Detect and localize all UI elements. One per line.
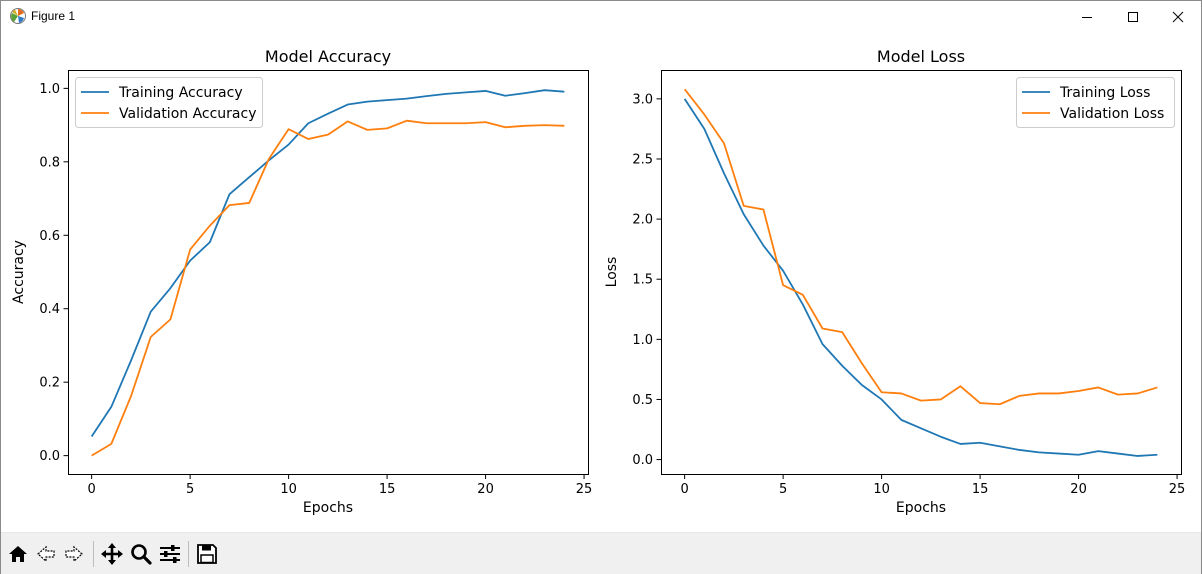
- home-icon: [9, 546, 27, 562]
- configure-subplots-button[interactable]: [157, 541, 183, 567]
- maximize-button[interactable]: [1110, 1, 1156, 32]
- forward-arrow-icon: [65, 545, 83, 563]
- y-tick-label: 2.0: [632, 213, 653, 228]
- minimize-button[interactable]: [1064, 1, 1110, 32]
- y-tick-label: 0.4: [39, 302, 60, 317]
- window-title: Figure 1: [31, 9, 76, 23]
- chart-accuracy: Model Accuracy 0 5 10 15 20 25 0.0 0.2 0.4 0.6 0.8 1…: [11, 47, 592, 516]
- legend: Training Loss Validation Loss: [1016, 77, 1175, 128]
- y-tick-label: 1.5: [632, 273, 653, 288]
- configure-subplots-icon: [160, 545, 180, 563]
- plot-area-frame: [661, 70, 1182, 475]
- matplotlib-logo-icon: [10, 8, 26, 24]
- charts-svg: Model Accuracy 0 5 10 15 20 25 0.0 0.2 0.4 0.6 0.8 1…: [11, 47, 1185, 516]
- y-axis-label: Accuracy: [11, 240, 27, 304]
- save-floppy-icon: [197, 544, 217, 564]
- zoom-button[interactable]: [128, 541, 154, 567]
- y-tick-label: 0.0: [632, 453, 653, 468]
- chart-title: Model Loss: [877, 47, 965, 66]
- x-tick-label: 15: [379, 482, 396, 497]
- x-tick-label: 25: [1169, 482, 1186, 497]
- series-line-training: [683, 98, 1158, 457]
- chart-loss: Model Loss 0 5 10 15 20 25 0.0 0.5 1.0 1.5 2.0 2.5 3.…: [604, 47, 1185, 516]
- back-arrow-icon: [37, 545, 55, 563]
- home-button[interactable]: [5, 541, 31, 567]
- y-tick-label: 0.5: [632, 393, 653, 408]
- legend-label: Training Accuracy: [118, 85, 243, 101]
- pan-move-icon: [101, 543, 123, 565]
- legend-label: Training Loss: [1059, 85, 1150, 101]
- x-tick-label: 5: [779, 482, 787, 497]
- series-line-validation: [683, 88, 1158, 406]
- back-button[interactable]: [33, 541, 59, 567]
- plot-area-frame: [68, 70, 589, 475]
- series-line-validation: [91, 119, 565, 457]
- legend-box: [1016, 77, 1175, 128]
- x-tick-label: 0: [680, 482, 688, 497]
- y-tick-label: 0.6: [39, 229, 60, 244]
- close-icon: [1172, 11, 1184, 22]
- zoom-magnifier-icon: [131, 544, 152, 565]
- maximize-icon: [1128, 11, 1138, 22]
- minimize-icon: [1082, 16, 1092, 18]
- y-tick-label: 0.2: [39, 376, 60, 391]
- pan-button[interactable]: [99, 541, 125, 567]
- y-tick-label: 2.5: [632, 152, 653, 167]
- x-tick-label: 20: [1070, 482, 1087, 497]
- title-bar[interactable]: Figure 1: [1, 1, 1201, 32]
- forward-button[interactable]: [61, 541, 87, 567]
- x-tick-label: 10: [280, 482, 297, 497]
- y-tick-label: 1.0: [632, 333, 653, 348]
- legend: Training Accuracy Validation Accuracy: [75, 77, 263, 128]
- series-line-training: [90, 89, 565, 438]
- x-axis-label: Epochs: [896, 500, 946, 516]
- x-tick-label: 25: [576, 482, 593, 497]
- save-button[interactable]: [194, 541, 220, 567]
- y-axis-label: Loss: [604, 257, 620, 288]
- x-axis-label: Epochs: [303, 500, 353, 516]
- x-tick-label: 10: [873, 482, 890, 497]
- y-tick-label: 3.0: [632, 92, 653, 107]
- y-tick-label: 0.0: [39, 449, 60, 464]
- figure-canvas[interactable]: Model Accuracy 0 5 10 15 20 25 0.0 0.2 0.4 0.6 0.8 1…: [1, 32, 1201, 532]
- x-tick-label: 20: [477, 482, 494, 497]
- x-tick-label: 15: [972, 482, 989, 497]
- legend-box: [75, 77, 263, 128]
- legend-label: Validation Loss: [1060, 106, 1164, 122]
- legend-label: Validation Accuracy: [119, 106, 257, 122]
- toolbar-separator: [93, 541, 94, 567]
- x-tick-label: 5: [186, 482, 194, 497]
- chart-title: Model Accuracy: [265, 47, 391, 66]
- y-tick-label: 0.8: [39, 155, 60, 170]
- close-button[interactable]: [1155, 1, 1201, 32]
- x-tick-label: 0: [87, 482, 95, 497]
- navigation-toolbar: [1, 532, 1201, 574]
- toolbar-separator: [188, 541, 189, 567]
- y-tick-label: 1.0: [39, 82, 60, 97]
